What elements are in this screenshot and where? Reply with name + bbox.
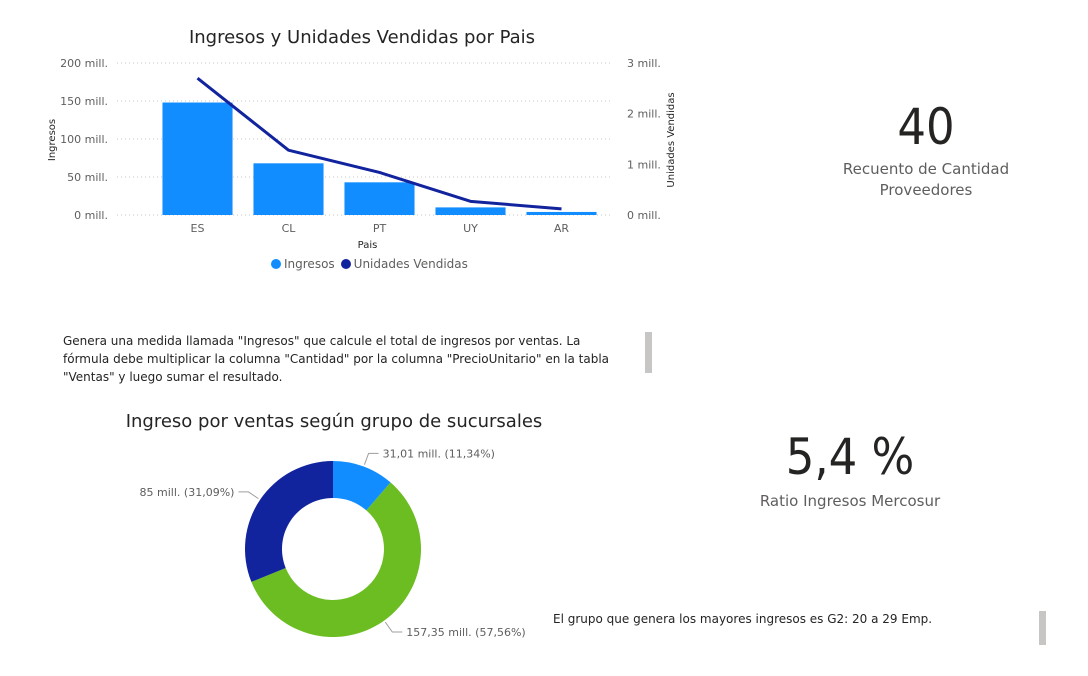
x-tick-label: UY (463, 222, 478, 235)
leader-line (238, 491, 259, 500)
x-tick-label: AR (554, 222, 570, 235)
y-tick-label: 150 mill. (60, 95, 108, 108)
y-tick-label: 0 mill. (74, 209, 108, 222)
scrollbar-thumb[interactable] (645, 332, 652, 373)
combo-chart: 0 mill. 50 mill. 100 mill. 150 mill. 200 mil… (47, 57, 677, 250)
kpi-value-ratio: 5,4 % (785, 428, 915, 486)
chart-title: Ingresos y Unidades Vendidas por Pais (188, 27, 536, 48)
kpi-label-ratio: Ratio Ingresos Mercosur (759, 492, 941, 510)
y-axis-title: Ingresos (47, 119, 58, 161)
y-tick-label: 50 mill. (67, 171, 108, 184)
legend-item-ingresos[interactable]: Ingresos (271, 257, 335, 271)
y-tick-label: 100 mill. (60, 133, 108, 146)
chart-legend: Ingresos Unidades Vendidas (271, 257, 470, 271)
x-tick-label: PT (373, 222, 387, 235)
data-label: 85 mill. (31,09%) (140, 486, 235, 499)
scrollbar-thumb[interactable] (1039, 611, 1046, 645)
donut-slice (245, 461, 333, 582)
leader-line (384, 621, 403, 633)
y2-tick-label: 1 mill. (627, 158, 661, 171)
bar (526, 211, 597, 215)
kpi-label-proveedores: Recuento de Cantidad Proveedores (826, 159, 1026, 201)
y2-tick-label: 0 mill. (627, 209, 661, 222)
data-label: 31,01 mill. (11,34%) (383, 447, 495, 460)
x-tick-label: CL (282, 222, 297, 235)
kpi-value-proveedores: 40 (897, 98, 955, 156)
data-label: 157,35 mill. (57,56%) (406, 626, 525, 639)
insight-text: El grupo que genera los mayores ingresos… (553, 612, 933, 626)
donut-slice (333, 461, 391, 511)
legend-dot-icon (271, 259, 281, 269)
bar (162, 102, 233, 215)
x-tick-label: ES (191, 222, 205, 235)
legend-dot-icon (340, 259, 351, 269)
kpi-label-line: Proveedores (879, 181, 973, 199)
donut-chart-title: Ingreso por ventas según grupo de sucurs… (125, 411, 543, 432)
bar (253, 163, 324, 215)
kpi-label-line: Recuento de Cantidad (842, 160, 1010, 178)
y-tick-label: 200 mill. (60, 57, 108, 70)
bar (435, 207, 506, 215)
leader-line (363, 452, 379, 465)
x-axis-title: Pais (358, 240, 378, 250)
bar (344, 182, 415, 215)
donut-chart: 31,01 mill. (11,34%) 157,35 mill. (57,56%… (140, 447, 526, 639)
legend-label: Unidades Vendidas (353, 257, 468, 271)
donut-slice (251, 482, 421, 637)
y2-tick-label: 3 mill. (627, 57, 661, 70)
y2-tick-label: 2 mill. (627, 108, 661, 121)
legend-label: Ingresos (284, 257, 335, 271)
y2-axis-title: Unidades Vendidas (666, 92, 677, 187)
legend-item-unidades[interactable]: Unidades Vendidas (340, 257, 468, 271)
measure-instructions-text: Genera una medida llamada "Ingresos" que… (63, 334, 610, 384)
